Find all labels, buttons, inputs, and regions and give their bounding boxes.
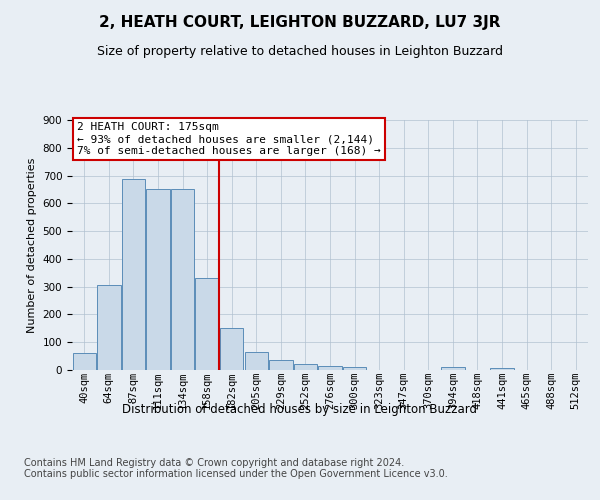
Bar — [73, 353, 96, 370]
Bar — [490, 368, 514, 370]
Bar — [343, 366, 366, 370]
Bar — [441, 367, 464, 370]
Text: Contains HM Land Registry data © Crown copyright and database right 2024.
Contai: Contains HM Land Registry data © Crown c… — [24, 458, 448, 479]
Bar — [294, 364, 317, 370]
Bar — [171, 189, 194, 370]
Text: 2, HEATH COURT, LEIGHTON BUZZARD, LU7 3JR: 2, HEATH COURT, LEIGHTON BUZZARD, LU7 3J… — [99, 15, 501, 30]
Bar — [319, 366, 341, 370]
Text: Size of property relative to detached houses in Leighton Buzzard: Size of property relative to detached ho… — [97, 45, 503, 58]
Bar — [269, 360, 293, 370]
Text: 2 HEATH COURT: 175sqm
← 93% of detached houses are smaller (2,144)
7% of semi-de: 2 HEATH COURT: 175sqm ← 93% of detached … — [77, 122, 381, 156]
Y-axis label: Number of detached properties: Number of detached properties — [27, 158, 37, 332]
Bar — [146, 189, 170, 370]
Bar — [220, 328, 244, 370]
Bar — [122, 179, 145, 370]
Text: Distribution of detached houses by size in Leighton Buzzard: Distribution of detached houses by size … — [122, 402, 478, 415]
Bar — [97, 284, 121, 370]
Bar — [245, 352, 268, 370]
Bar — [196, 278, 219, 370]
